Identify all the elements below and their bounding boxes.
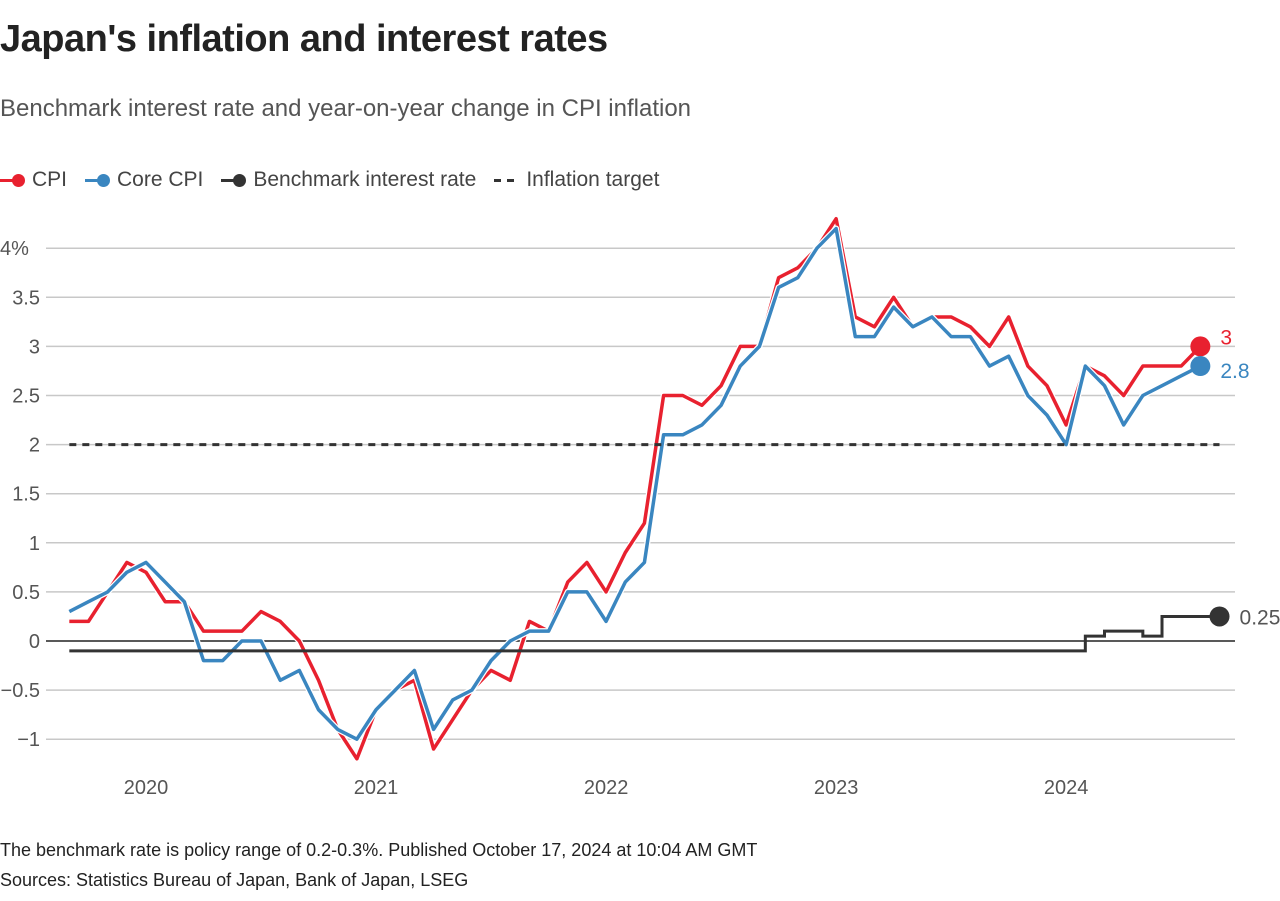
- end-marker: [1190, 336, 1211, 357]
- dashed-line-icon: [494, 178, 517, 182]
- x-tick-label: 2021: [354, 777, 399, 799]
- cpi-line: [69, 216, 1202, 761]
- y-tick-label: 2.5: [12, 386, 40, 408]
- core-cpi-line: [68, 226, 1202, 741]
- legend-label: Benchmark interest rate: [253, 168, 477, 191]
- x-tick-label: 2024: [1044, 777, 1089, 799]
- line-halo: [69, 215, 1203, 762]
- core-cpi-swatch-icon: [85, 173, 111, 187]
- end-label: 2.8: [1220, 360, 1249, 383]
- y-tick-label: 3: [29, 336, 40, 358]
- y-tick-label: 2: [29, 435, 40, 457]
- legend-item-inflation-target: Inflation target: [494, 168, 659, 192]
- footnote: The benchmark rate is policy range of 0.…: [0, 840, 758, 860]
- cpi-swatch-icon: [0, 173, 26, 187]
- legend-item-core-cpi: Core CPI: [85, 168, 203, 192]
- chart-title: Japan's inflation and interest rates: [0, 18, 608, 60]
- end-label: 3: [1220, 326, 1232, 349]
- x-tick-label: 2022: [584, 777, 629, 799]
- benchmark-rate-end-marker: [1209, 606, 1230, 627]
- end-marker: [1190, 356, 1211, 377]
- sources: Sources: Statistics Bureau of Japan, Ban…: [0, 870, 469, 890]
- x-tick-label: 2023: [814, 777, 859, 799]
- chart-subtitle: Benchmark interest rate and year-on-year…: [0, 95, 692, 122]
- benchmark-rate-line: [69, 614, 1220, 653]
- y-tick-label: 0: [29, 631, 40, 653]
- legend-label: Core CPI: [117, 168, 204, 191]
- line-halo: [67, 225, 1202, 743]
- legend-label: CPI: [32, 168, 68, 191]
- y-tick-label: −1: [17, 729, 40, 751]
- x-tick-label: 2020: [124, 777, 169, 799]
- y-tick-label: 0.5: [12, 582, 40, 604]
- legend-label: Inflation target: [526, 168, 660, 191]
- legend: CPI Core CPI Benchmark interest rate Inf…: [0, 168, 677, 192]
- legend-item-cpi: CPI: [0, 168, 67, 192]
- y-tick-label: 1.5: [12, 484, 40, 506]
- rate-swatch-icon: [221, 173, 247, 187]
- y-tick-label: 3.5: [12, 287, 40, 309]
- legend-item-benchmark-rate: Benchmark interest rate: [221, 168, 476, 192]
- y-tick-label: 1: [29, 533, 40, 555]
- y-tick-label: −0.5: [1, 680, 40, 702]
- end-label: 0.25: [1240, 606, 1280, 629]
- y-tick-label: 4%: [0, 238, 29, 260]
